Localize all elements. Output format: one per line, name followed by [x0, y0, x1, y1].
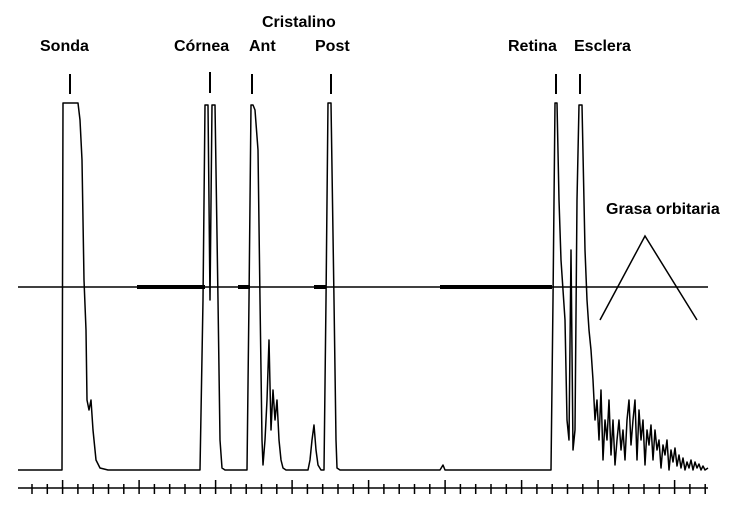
label-orbital-fat: Grasa orbitaria — [606, 201, 720, 218]
label-lens-posterior: Post — [315, 38, 350, 55]
echo-trace — [18, 102, 709, 471]
axis-ticks — [31, 480, 706, 494]
label-lens: Cristalino — [262, 14, 336, 31]
label-lens-anterior: Ant — [249, 38, 276, 55]
label-sclera: Esclera — [574, 38, 631, 55]
label-markers — [69, 72, 581, 94]
label-probe: Sonda — [40, 38, 89, 55]
orbital-fat-triangle — [599, 234, 698, 321]
label-retina: Retina — [508, 38, 557, 55]
label-cornea: Córnea — [174, 38, 229, 55]
